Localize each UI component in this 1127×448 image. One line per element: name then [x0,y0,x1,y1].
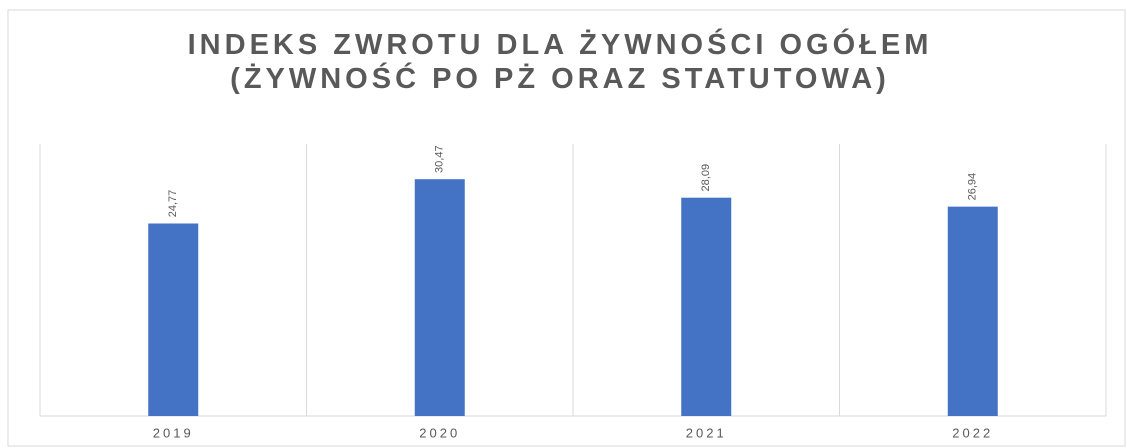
data-label: 30,47 [434,145,446,173]
chart-title: INDEKS ZWROTU DLA ŻYWNOŚCI OGÓŁEM (ŻYWNO… [187,29,933,95]
chart-border [7,9,1126,447]
x-tick-label: 2019 [153,425,194,440]
bar [414,179,465,416]
bar [148,223,199,416]
x-tick-label: 2022 [952,425,993,440]
data-label: 26,94 [967,173,979,201]
x-tick-label: 2020 [419,425,460,440]
x-tick-label: 2021 [686,425,727,440]
data-label: 28,09 [700,164,712,192]
data-label: 24,77 [167,190,179,218]
bar [681,197,732,416]
bar [947,206,998,416]
